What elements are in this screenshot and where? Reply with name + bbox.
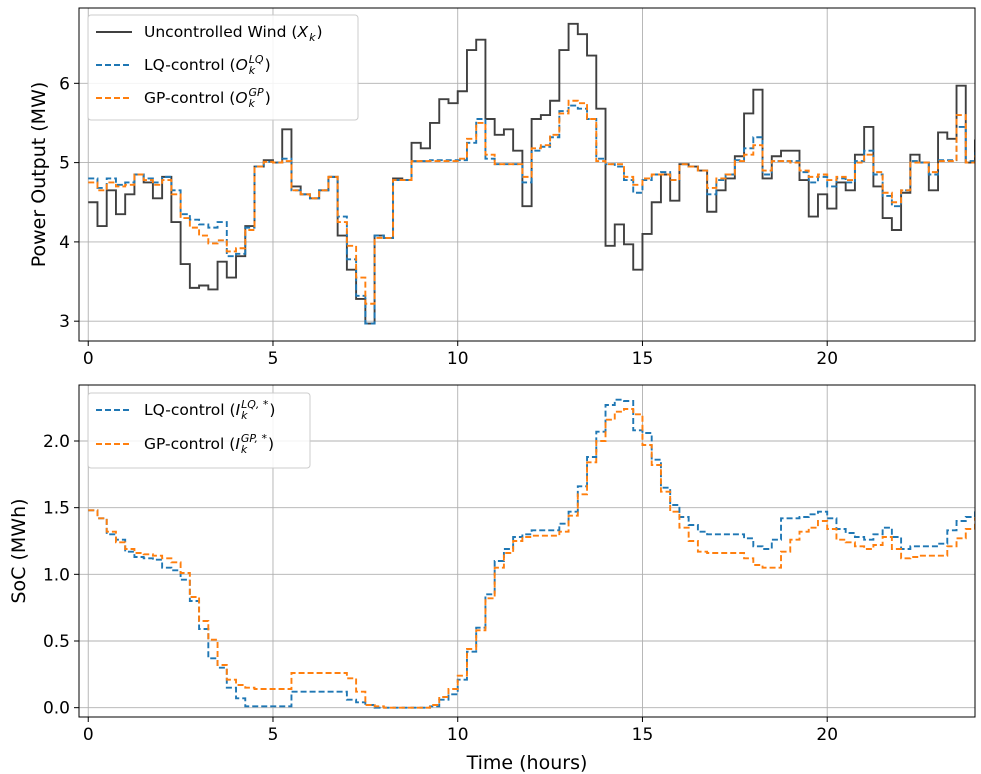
x-tick-label: 5 — [268, 349, 279, 369]
legend-box — [87, 14, 359, 121]
y-tick-label: 3 — [59, 312, 70, 332]
legend-entry: GP-control (IGP, * k) — [144, 432, 274, 456]
x-tick-label: 0 — [83, 349, 94, 369]
y-tick-label: 0.5 — [43, 632, 70, 652]
y-tick-label: 5 — [59, 154, 70, 174]
axes-frame — [78, 7, 976, 342]
x-tick-label: 20 — [816, 725, 838, 745]
y-axis-label: Power Output (MW) — [28, 82, 50, 268]
y-axis-label: SoC (MWh) — [8, 498, 30, 603]
legend-entry: LQ-control (ILQ, * k) — [144, 398, 275, 422]
y-tick-label: 1.5 — [43, 499, 70, 519]
x-tick-label: 15 — [632, 349, 654, 369]
y-tick-label: 2.0 — [43, 432, 70, 452]
soc-panel: 0 5 10 15 20 0.0 0.5 1.0 1.5 2.0 SoC (MWh) Time (ho… — [8, 384, 976, 774]
y-tick-label: 1.0 — [43, 565, 70, 585]
x-axis-label: Time (hours) — [466, 752, 588, 774]
x-tick-label: 0 — [83, 725, 94, 745]
x-tick-label: 10 — [447, 349, 469, 369]
x-tick-label: 15 — [632, 725, 654, 745]
y-tick-label: 4 — [59, 233, 70, 253]
series-line-gp-control — [88, 99, 975, 305]
legend: Uncontrolled Wind (Xk) LQ-control (OLQ k) G… — [87, 14, 359, 121]
y-tick-label: 6 — [59, 74, 70, 94]
legend: LQ-control (ILQ, * k) GP-control (IGP, * k) — [87, 392, 311, 469]
power-output-panel: 0 5 10 15 20 3 4 5 6 Power Output (MW) Uncontrolle… — [28, 7, 976, 369]
x-tick-label: 10 — [447, 725, 469, 745]
x-tick-label: 20 — [816, 349, 838, 369]
legend-entry: Uncontrolled Wind (Xk) — [144, 23, 323, 44]
series-line-uncontrolled-wind — [88, 22, 975, 325]
legend-entry: GP-control (OGP k) — [144, 86, 271, 110]
x-tick-label: 5 — [268, 725, 279, 745]
legend-box — [87, 392, 311, 469]
y-tick-label: 0.0 — [43, 699, 70, 719]
legend-entry: LQ-control (OLQ k) — [144, 53, 271, 77]
axes-frame — [78, 384, 976, 718]
series-line-gp-control — [88, 408, 975, 709]
